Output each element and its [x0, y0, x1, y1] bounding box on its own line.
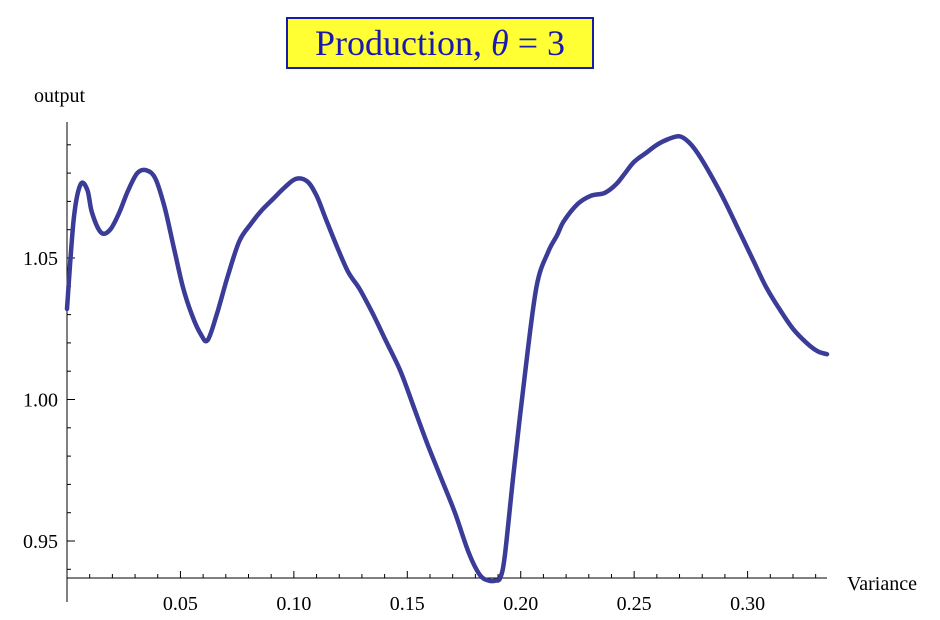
y-axis-label: output [34, 85, 86, 107]
x-axis-label: Variance [847, 573, 917, 595]
x-tick-label: 0.05 [163, 593, 198, 615]
y-tick-label: 1.00 [23, 390, 58, 412]
x-tick-label: 0.30 [730, 593, 765, 615]
x-tick-label: 0.10 [276, 593, 311, 615]
axes [66, 122, 827, 602]
x-tick-label: 0.20 [503, 593, 538, 615]
x-tick-label: 0.15 [390, 593, 425, 615]
y-tick-label: 0.95 [23, 531, 58, 553]
line-layer [64, 133, 830, 584]
chart-title: Production, θ = 3 [286, 17, 594, 69]
chart-title-symbol: θ [491, 23, 509, 63]
x-tick-label: 0.25 [617, 593, 652, 615]
series-line [64, 133, 830, 584]
ticks: 0.05 0.10 0.15 0.20 0.25 0.30 0.95 1.00 1.05 [23, 144, 817, 615]
y-tick-label: 1.05 [23, 248, 58, 270]
chart-title-suffix: = 3 [508, 23, 565, 63]
chart-title-prefix: Production, [315, 23, 491, 63]
